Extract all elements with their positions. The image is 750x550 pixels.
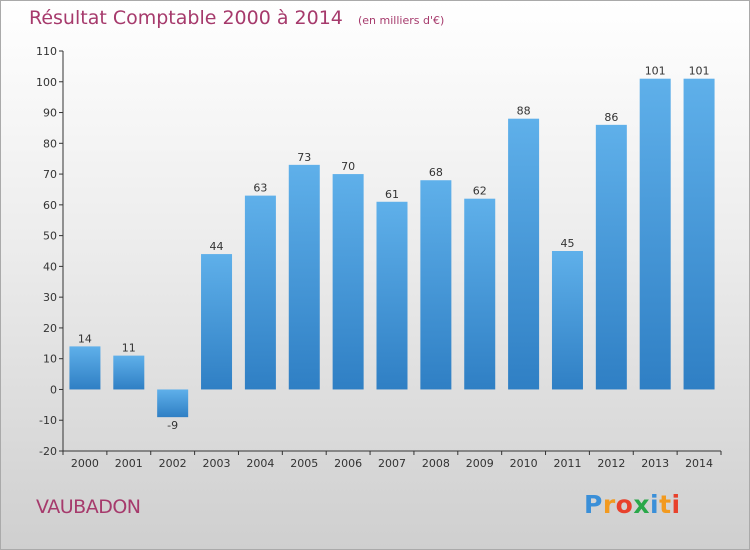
bar-2005 [288, 164, 320, 390]
bar-2003 [201, 254, 233, 390]
data-label-2007: 61 [385, 188, 399, 201]
x-tick-label: 2013 [641, 457, 669, 470]
chart-title-block: Résultat Comptable 2000 à 2014 (en milli… [29, 7, 444, 29]
bar-2000 [69, 346, 101, 390]
data-label-2012: 86 [604, 111, 618, 124]
data-label-2000: 14 [78, 332, 92, 345]
x-tick-label: 2004 [246, 457, 274, 470]
chart-title: Résultat Comptable 2000 à 2014 [29, 7, 343, 29]
y-tick-label: 20 [43, 322, 57, 335]
bar-2008 [420, 180, 452, 390]
data-label-2010: 88 [517, 105, 531, 118]
data-label-2001: 11 [122, 342, 136, 355]
bar-2013 [639, 78, 671, 390]
y-tick-label: -10 [39, 414, 57, 427]
brand-letter: i [650, 490, 660, 519]
data-label-2011: 45 [560, 237, 574, 250]
x-tick-label: 2007 [378, 457, 406, 470]
x-tick-label: 2008 [422, 457, 450, 470]
bar-2006 [332, 174, 364, 390]
brand-letter: t [659, 490, 672, 519]
brand-letter: o [615, 490, 634, 519]
data-label-2005: 73 [297, 151, 311, 164]
y-tick-label: 80 [43, 137, 57, 150]
data-label-2003: 44 [210, 240, 224, 253]
brand-letter: x [633, 490, 650, 519]
bar-2007 [376, 201, 408, 390]
brand-letter: i [671, 490, 681, 519]
x-tick-label: 2000 [71, 457, 99, 470]
data-label-2008: 68 [429, 166, 443, 179]
x-tick-label: 2014 [685, 457, 713, 470]
y-tick-label: 110 [36, 45, 57, 58]
x-tick-label: 2006 [334, 457, 362, 470]
bar-2012 [595, 124, 627, 390]
y-tick-label: 30 [43, 291, 57, 304]
data-label-2004: 63 [253, 182, 267, 195]
bar-2014 [683, 78, 715, 390]
data-label-2013: 101 [645, 65, 666, 78]
y-tick-label: -20 [39, 445, 57, 458]
y-tick-label: 60 [43, 199, 57, 212]
x-tick-label: 2001 [115, 457, 143, 470]
data-label-2002: -9 [167, 419, 178, 432]
y-tick-label: 0 [50, 383, 57, 396]
x-tick-label: 2012 [597, 457, 625, 470]
data-label-2009: 62 [473, 185, 487, 198]
x-tick-label: 2002 [159, 457, 187, 470]
bar-2011 [551, 251, 583, 390]
x-tick-label: 2003 [203, 457, 231, 470]
x-tick-label: 2011 [553, 457, 581, 470]
bar-2009 [464, 198, 496, 390]
data-label-2006: 70 [341, 160, 355, 173]
y-tick-label: 50 [43, 230, 57, 243]
y-tick-label: 70 [43, 168, 57, 181]
data-label-2014: 101 [689, 65, 710, 78]
chart-unit-note: (en milliers d'€) [357, 14, 445, 27]
y-tick-label: 90 [43, 107, 57, 120]
bar-2004 [244, 195, 276, 390]
bar-2010 [508, 118, 540, 390]
y-tick-label: 40 [43, 260, 57, 273]
brand-logo: Proxiti [584, 490, 681, 519]
x-tick-label: 2005 [290, 457, 318, 470]
y-tick-label: 10 [43, 353, 57, 366]
x-tick-label: 2010 [510, 457, 538, 470]
y-tick-label: 100 [36, 76, 57, 89]
brand-letter: P [584, 490, 603, 519]
bar-2001 [113, 355, 145, 390]
commune-name: VAUBADON [36, 496, 141, 518]
brand-letter: r [602, 490, 616, 519]
x-tick-label: 2009 [466, 457, 494, 470]
bar-2002 [157, 389, 189, 418]
